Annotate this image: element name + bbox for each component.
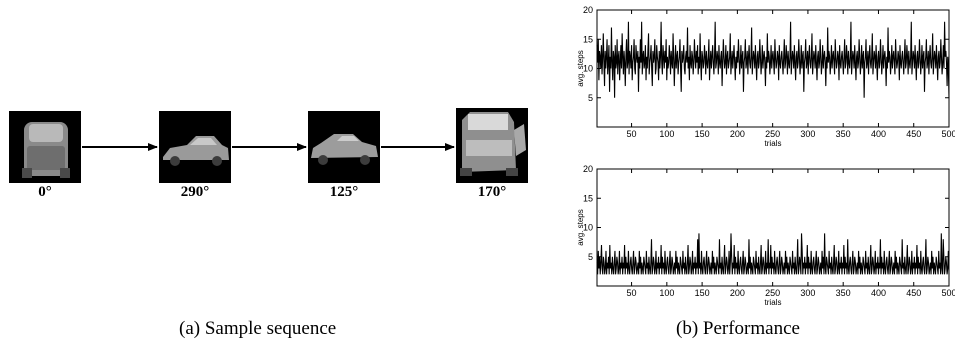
y-tick-label: 20 [583, 5, 593, 15]
chart-top: 5 10 15 20 50 100 150 200 250 300 350 400 450 500 tria… [576, 5, 955, 148]
x-tick-label: 200 [730, 129, 745, 139]
y-axis-label: avg. steps [576, 209, 585, 245]
frame-2 [308, 111, 380, 183]
car-front-image [22, 122, 70, 178]
x-tick-label: 450 [906, 288, 921, 298]
frame-3 [456, 108, 528, 183]
x-tick-label: 50 [627, 288, 637, 298]
x-tick-label: 450 [906, 129, 921, 139]
car-side-left-image [163, 136, 229, 166]
y-tick-label: 5 [588, 93, 593, 103]
x-tick-label: 150 [695, 129, 710, 139]
angle-label-1: 290° [180, 184, 210, 200]
y-tick-label: 5 [588, 252, 593, 262]
x-tick-label: 300 [800, 288, 815, 298]
x-tick-label: 150 [695, 288, 710, 298]
x-tick-label: 100 [659, 129, 674, 139]
angle-label-3: 170° [477, 184, 507, 200]
y-tick-label: 10 [583, 64, 593, 74]
x-tick-label: 500 [941, 129, 955, 139]
x-tick-label: 350 [836, 129, 851, 139]
y-tick-label: 10 [583, 223, 593, 233]
x-tick-label: 400 [871, 288, 886, 298]
chart-bottom: 5 10 15 20 50 100 150 200 250 300 350 400 450 500 tria… [576, 164, 955, 307]
x-tick-label: 250 [765, 129, 780, 139]
angle-label-0: 0° [38, 184, 52, 200]
x-tick-label: 250 [765, 288, 780, 298]
frame-0 [9, 111, 81, 183]
series-line-0 [596, 233, 950, 275]
caption-b: (b) Performance [676, 318, 800, 339]
series-line-0 [596, 21, 950, 98]
frame-1 [159, 111, 231, 183]
x-tick-label: 50 [627, 129, 637, 139]
x-tick-label: 300 [800, 129, 815, 139]
x-tick-label: 350 [836, 288, 851, 298]
y-axis-label: avg. steps [576, 50, 585, 86]
x-axis-label: trials [765, 139, 782, 148]
x-tick-label: 400 [871, 129, 886, 139]
y-tick-label: 15 [583, 193, 593, 203]
angle-label-2: 125° [329, 184, 359, 200]
x-tick-label: 500 [941, 288, 955, 298]
x-tick-label: 200 [730, 288, 745, 298]
x-axis-label: trials [765, 298, 782, 307]
x-tick-label: 100 [659, 288, 674, 298]
car-side-right-image [311, 134, 378, 165]
caption-a: (a) Sample sequence [179, 318, 337, 339]
y-tick-label: 20 [583, 164, 593, 174]
y-tick-label: 15 [583, 34, 593, 44]
car-rear-oblique-image [460, 112, 526, 176]
